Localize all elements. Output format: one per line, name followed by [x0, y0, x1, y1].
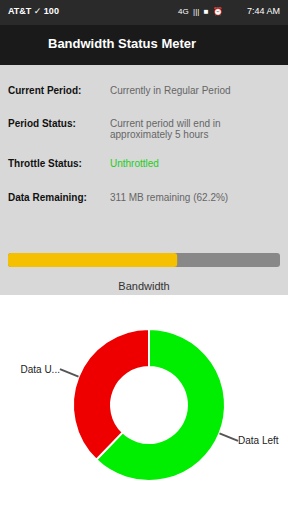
html-text:4G ||| ■ ⏰: 4G ||| ■ ⏰ — [178, 7, 224, 16]
html-text:Data Remaining:: Data Remaining: — [8, 192, 87, 203]
html-text:AT&T ✓ 100: AT&T ✓ 100 — [8, 6, 59, 16]
html-text:Current period will end in app: Current period will end in approximately… — [110, 118, 221, 140]
svg-text:Bandwidth: Bandwidth — [118, 280, 169, 292]
svg-text:Data U...: Data U... — [20, 364, 59, 375]
html-text:Currently in Regular Period: Currently in Regular Period — [110, 85, 231, 96]
html-text:Bandwidth Status Meter: Bandwidth Status Meter — [48, 36, 197, 51]
html-text:7:44 AM: 7:44 AM — [247, 6, 280, 16]
html-text:Current Period:: Current Period: — [8, 85, 82, 96]
html-text:Period Status:: Period Status: — [8, 118, 76, 129]
html-text:Throttle Status:: Throttle Status: — [8, 158, 82, 169]
html-text:311 MB remaining (62.2%): 311 MB remaining (62.2%) — [110, 192, 229, 203]
svg-text:Data Left: Data Left — [238, 435, 279, 446]
html-text:Unthrottled: Unthrottled — [110, 158, 159, 169]
